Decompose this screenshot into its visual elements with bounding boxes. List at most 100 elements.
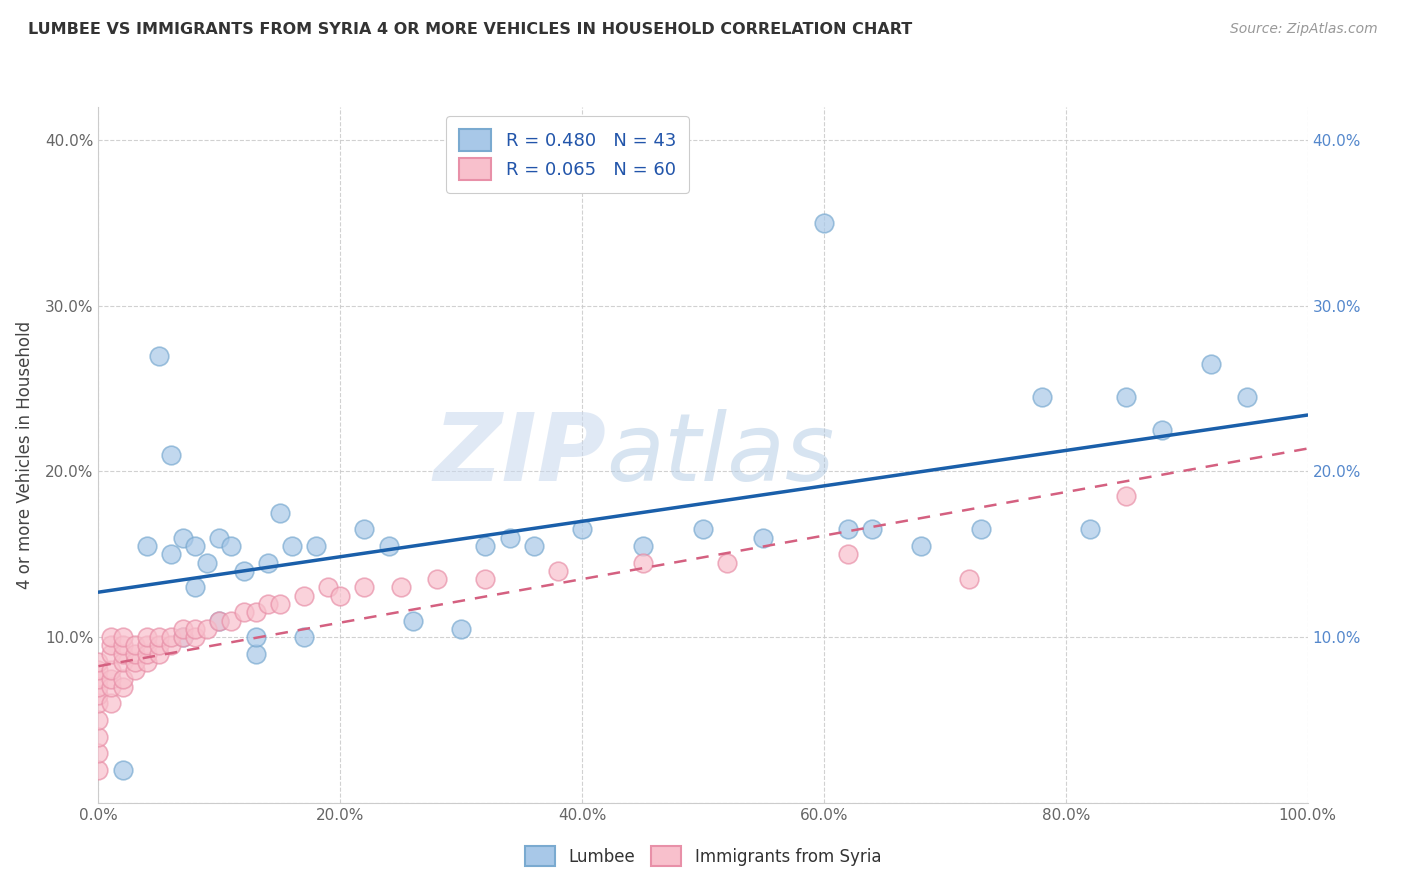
Point [377, 539, 399, 553]
Point [305, 539, 328, 553]
Point [353, 523, 375, 537]
Point [172, 622, 194, 636]
Text: atlas: atlas [606, 409, 835, 500]
Text: ZIP: ZIP [433, 409, 606, 501]
Point [353, 581, 375, 595]
Point [87, 730, 110, 744]
Point [1152, 423, 1174, 437]
Point [232, 605, 254, 619]
Point [100, 630, 122, 644]
Point [208, 614, 231, 628]
Point [292, 630, 315, 644]
Point [124, 639, 146, 653]
Point [111, 680, 134, 694]
Point [148, 639, 170, 653]
Point [692, 523, 714, 537]
Point [87, 713, 110, 727]
Point [631, 556, 654, 570]
Point [172, 630, 194, 644]
Point [498, 531, 520, 545]
Point [148, 630, 170, 644]
Point [957, 572, 980, 586]
Point [1115, 390, 1137, 404]
Point [1115, 489, 1137, 503]
Point [316, 581, 339, 595]
Point [910, 539, 932, 553]
Point [195, 556, 218, 570]
Point [389, 581, 412, 595]
Point [148, 349, 170, 363]
Point [160, 448, 183, 462]
Point [232, 564, 254, 578]
Point [523, 539, 546, 553]
Point [269, 597, 291, 611]
Point [752, 531, 775, 545]
Point [135, 647, 157, 661]
Point [837, 523, 859, 537]
Point [860, 523, 883, 537]
Point [474, 572, 496, 586]
Point [256, 597, 278, 611]
Point [111, 672, 134, 686]
Point [111, 763, 134, 777]
Point [1078, 523, 1101, 537]
Point [547, 564, 569, 578]
Point [111, 647, 134, 661]
Point [245, 647, 267, 661]
Point [256, 556, 278, 570]
Point [111, 655, 134, 669]
Point [813, 216, 835, 230]
Point [135, 655, 157, 669]
Point [208, 531, 231, 545]
Point [1236, 390, 1258, 404]
Point [100, 697, 122, 711]
Point [87, 663, 110, 677]
Text: Source: ZipAtlas.com: Source: ZipAtlas.com [1230, 22, 1378, 37]
Point [184, 581, 207, 595]
Point [329, 589, 352, 603]
Point [245, 630, 267, 644]
Point [124, 663, 146, 677]
Point [160, 547, 183, 561]
Point [426, 572, 449, 586]
Point [269, 506, 291, 520]
Y-axis label: 4 or more Vehicles in Household: 4 or more Vehicles in Household [15, 321, 34, 589]
Point [87, 697, 110, 711]
Point [100, 680, 122, 694]
Point [281, 539, 304, 553]
Point [124, 647, 146, 661]
Point [135, 539, 157, 553]
Point [87, 655, 110, 669]
Legend: Lumbee, Immigrants from Syria: Lumbee, Immigrants from Syria [513, 834, 893, 878]
Point [1199, 357, 1222, 371]
Point [124, 655, 146, 669]
Point [837, 547, 859, 561]
Point [184, 630, 207, 644]
Point [135, 630, 157, 644]
Point [450, 622, 472, 636]
Point [195, 622, 218, 636]
Point [100, 663, 122, 677]
Point [184, 539, 207, 553]
Point [160, 639, 183, 653]
Point [221, 539, 243, 553]
Point [87, 680, 110, 694]
Point [135, 639, 157, 653]
Point [208, 614, 231, 628]
Point [172, 630, 194, 644]
Point [100, 647, 122, 661]
Point [970, 523, 993, 537]
Point [148, 647, 170, 661]
Point [87, 746, 110, 760]
Point [111, 639, 134, 653]
Point [100, 672, 122, 686]
Point [87, 763, 110, 777]
Point [571, 523, 593, 537]
Point [245, 605, 267, 619]
Point [221, 614, 243, 628]
Point [100, 639, 122, 653]
Point [172, 531, 194, 545]
Point [87, 672, 110, 686]
Point [87, 688, 110, 702]
Point [474, 539, 496, 553]
